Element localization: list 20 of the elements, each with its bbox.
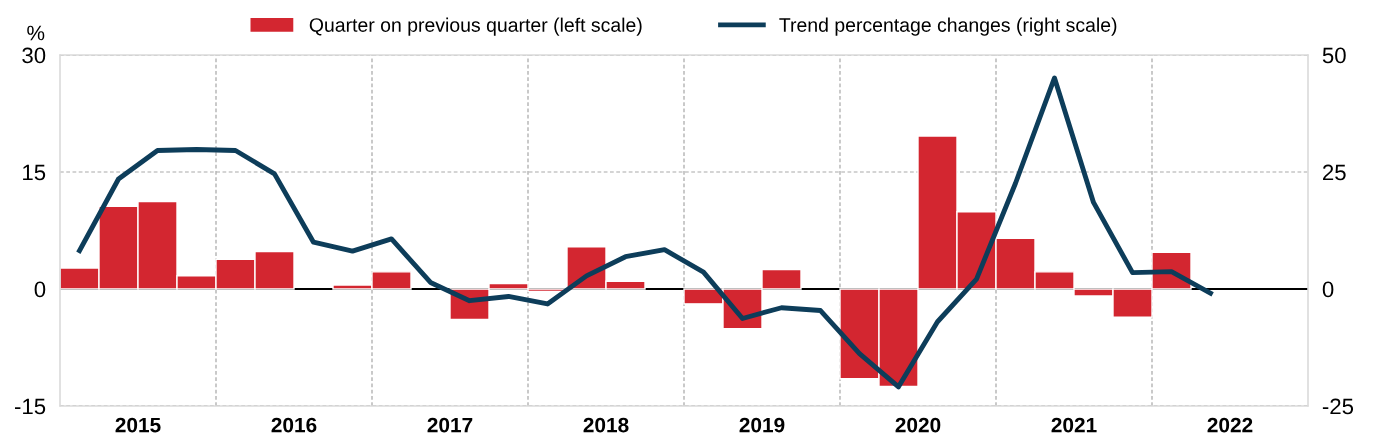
y2-tick-label: -25 <box>1322 398 1354 415</box>
legend-label: Trend percentage changes (right scale) <box>779 17 1117 36</box>
y2-tick-label: 25 <box>1323 164 1346 181</box>
y-tick-label: 0 <box>34 281 46 298</box>
x-tick-label: 2016 <box>271 417 317 433</box>
y2-tick-label: 50 <box>1322 47 1346 64</box>
x-tick-label: 2019 <box>739 417 785 433</box>
y-tick-label: 15 <box>23 164 46 181</box>
x-tick-label: 2022 <box>1207 417 1253 433</box>
legend-label: Quarter on previous quarter (left scale) <box>309 17 642 36</box>
y-tick-label: 30 <box>22 47 46 64</box>
line-series <box>77 75 1213 390</box>
x-tick-label: 2018 <box>583 417 629 433</box>
x-tick-label: 2015 <box>115 417 161 433</box>
y-tick-label: -15 <box>14 398 46 415</box>
x-tick-label: 2021 <box>1051 417 1097 433</box>
y-axis-title: % <box>27 25 45 41</box>
x-tick-label: 2020 <box>895 417 941 433</box>
y2-tick-label: 0 <box>1322 281 1334 298</box>
x-tick-label: 2017 <box>427 417 473 433</box>
